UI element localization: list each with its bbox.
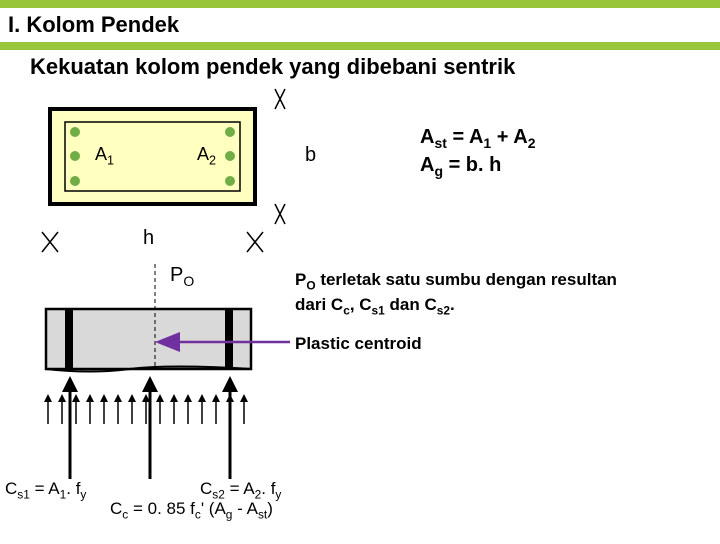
content-area: A1 A2 b h PO Ast = A1 + A2 Ag = b. h PO … xyxy=(0,84,720,544)
eq-Ast: Ast = A1 + A2 xyxy=(420,124,536,152)
rebar-dot xyxy=(70,127,80,137)
equations-block: Ast = A1 + A2 Ag = b. h xyxy=(420,124,536,180)
mid-green-bar xyxy=(0,42,720,50)
eq-cc: Cc = 0. 85 fc' (Ag - Ast) xyxy=(110,499,273,521)
label-A2: A2 xyxy=(197,144,216,168)
rebar-elev xyxy=(225,309,233,369)
label-PO: PO xyxy=(170,264,194,289)
rebar-dot xyxy=(70,176,80,186)
subtitle: Kekuatan kolom pendek yang dibebani sent… xyxy=(0,50,720,84)
cc-arrowhead xyxy=(142,376,158,392)
rebar-elev xyxy=(65,309,73,369)
top-green-bar xyxy=(0,0,720,8)
rebar-dot xyxy=(70,151,80,161)
cs1-arrowhead xyxy=(62,376,78,392)
rebar-dot xyxy=(225,151,235,161)
plastic-centroid-label: Plastic centroid xyxy=(295,334,422,354)
label-A1: A1 xyxy=(95,144,114,168)
subtitle-section: Kekuatan kolom pendek yang dibebani sent… xyxy=(0,50,720,84)
stress-arrows xyxy=(44,394,248,424)
label-b: b xyxy=(305,144,316,167)
elevation-concrete xyxy=(46,309,251,369)
cs2-arrowhead xyxy=(222,376,238,392)
header: I. Kolom Pendek xyxy=(0,8,720,42)
rebar-dot xyxy=(225,127,235,137)
title-main: I. Kolom Pendek xyxy=(0,8,720,42)
description-block: PO terletak satu sumbu dengan resultan d… xyxy=(295,269,695,319)
label-h: h xyxy=(143,227,154,250)
eq-cs1: Cs1 = A1. fy xyxy=(5,479,86,501)
cross-section-outer xyxy=(50,109,255,204)
rebar-dot xyxy=(225,176,235,186)
eq-Ag: Ag = b. h xyxy=(420,152,536,180)
